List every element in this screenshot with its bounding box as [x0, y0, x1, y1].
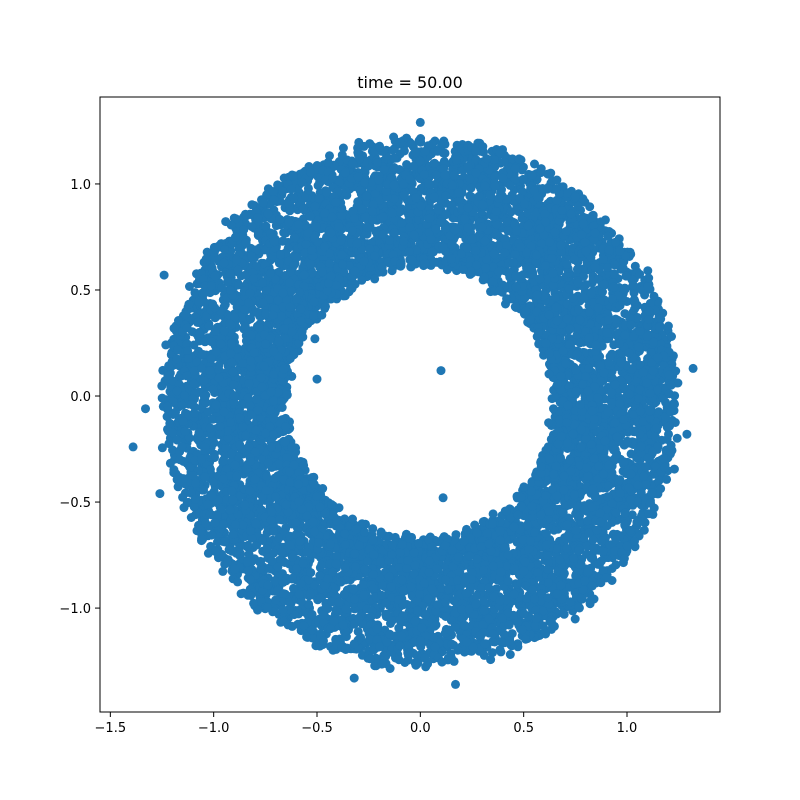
scatter-point — [519, 482, 529, 492]
scatter-point — [570, 614, 580, 624]
scatter-point — [313, 181, 323, 191]
scatter-point — [161, 340, 171, 350]
scatter-point — [598, 254, 608, 264]
scatter-point — [495, 645, 505, 655]
scatter-point — [376, 529, 386, 539]
scatter-point — [157, 381, 167, 391]
scatter-point — [672, 433, 682, 443]
points-layer — [128, 117, 698, 689]
scatter-point — [157, 443, 167, 453]
scatter-point — [488, 648, 497, 658]
scatter-point — [185, 282, 194, 291]
chart-title: time = 50.00 — [357, 73, 463, 92]
scatter-point — [663, 321, 673, 331]
scatter-point — [649, 291, 659, 301]
scatter-point — [184, 299, 194, 309]
scatter-point — [186, 513, 196, 522]
scatter-point — [630, 261, 640, 271]
scatter-point — [611, 237, 620, 247]
scatter-point — [165, 418, 175, 428]
